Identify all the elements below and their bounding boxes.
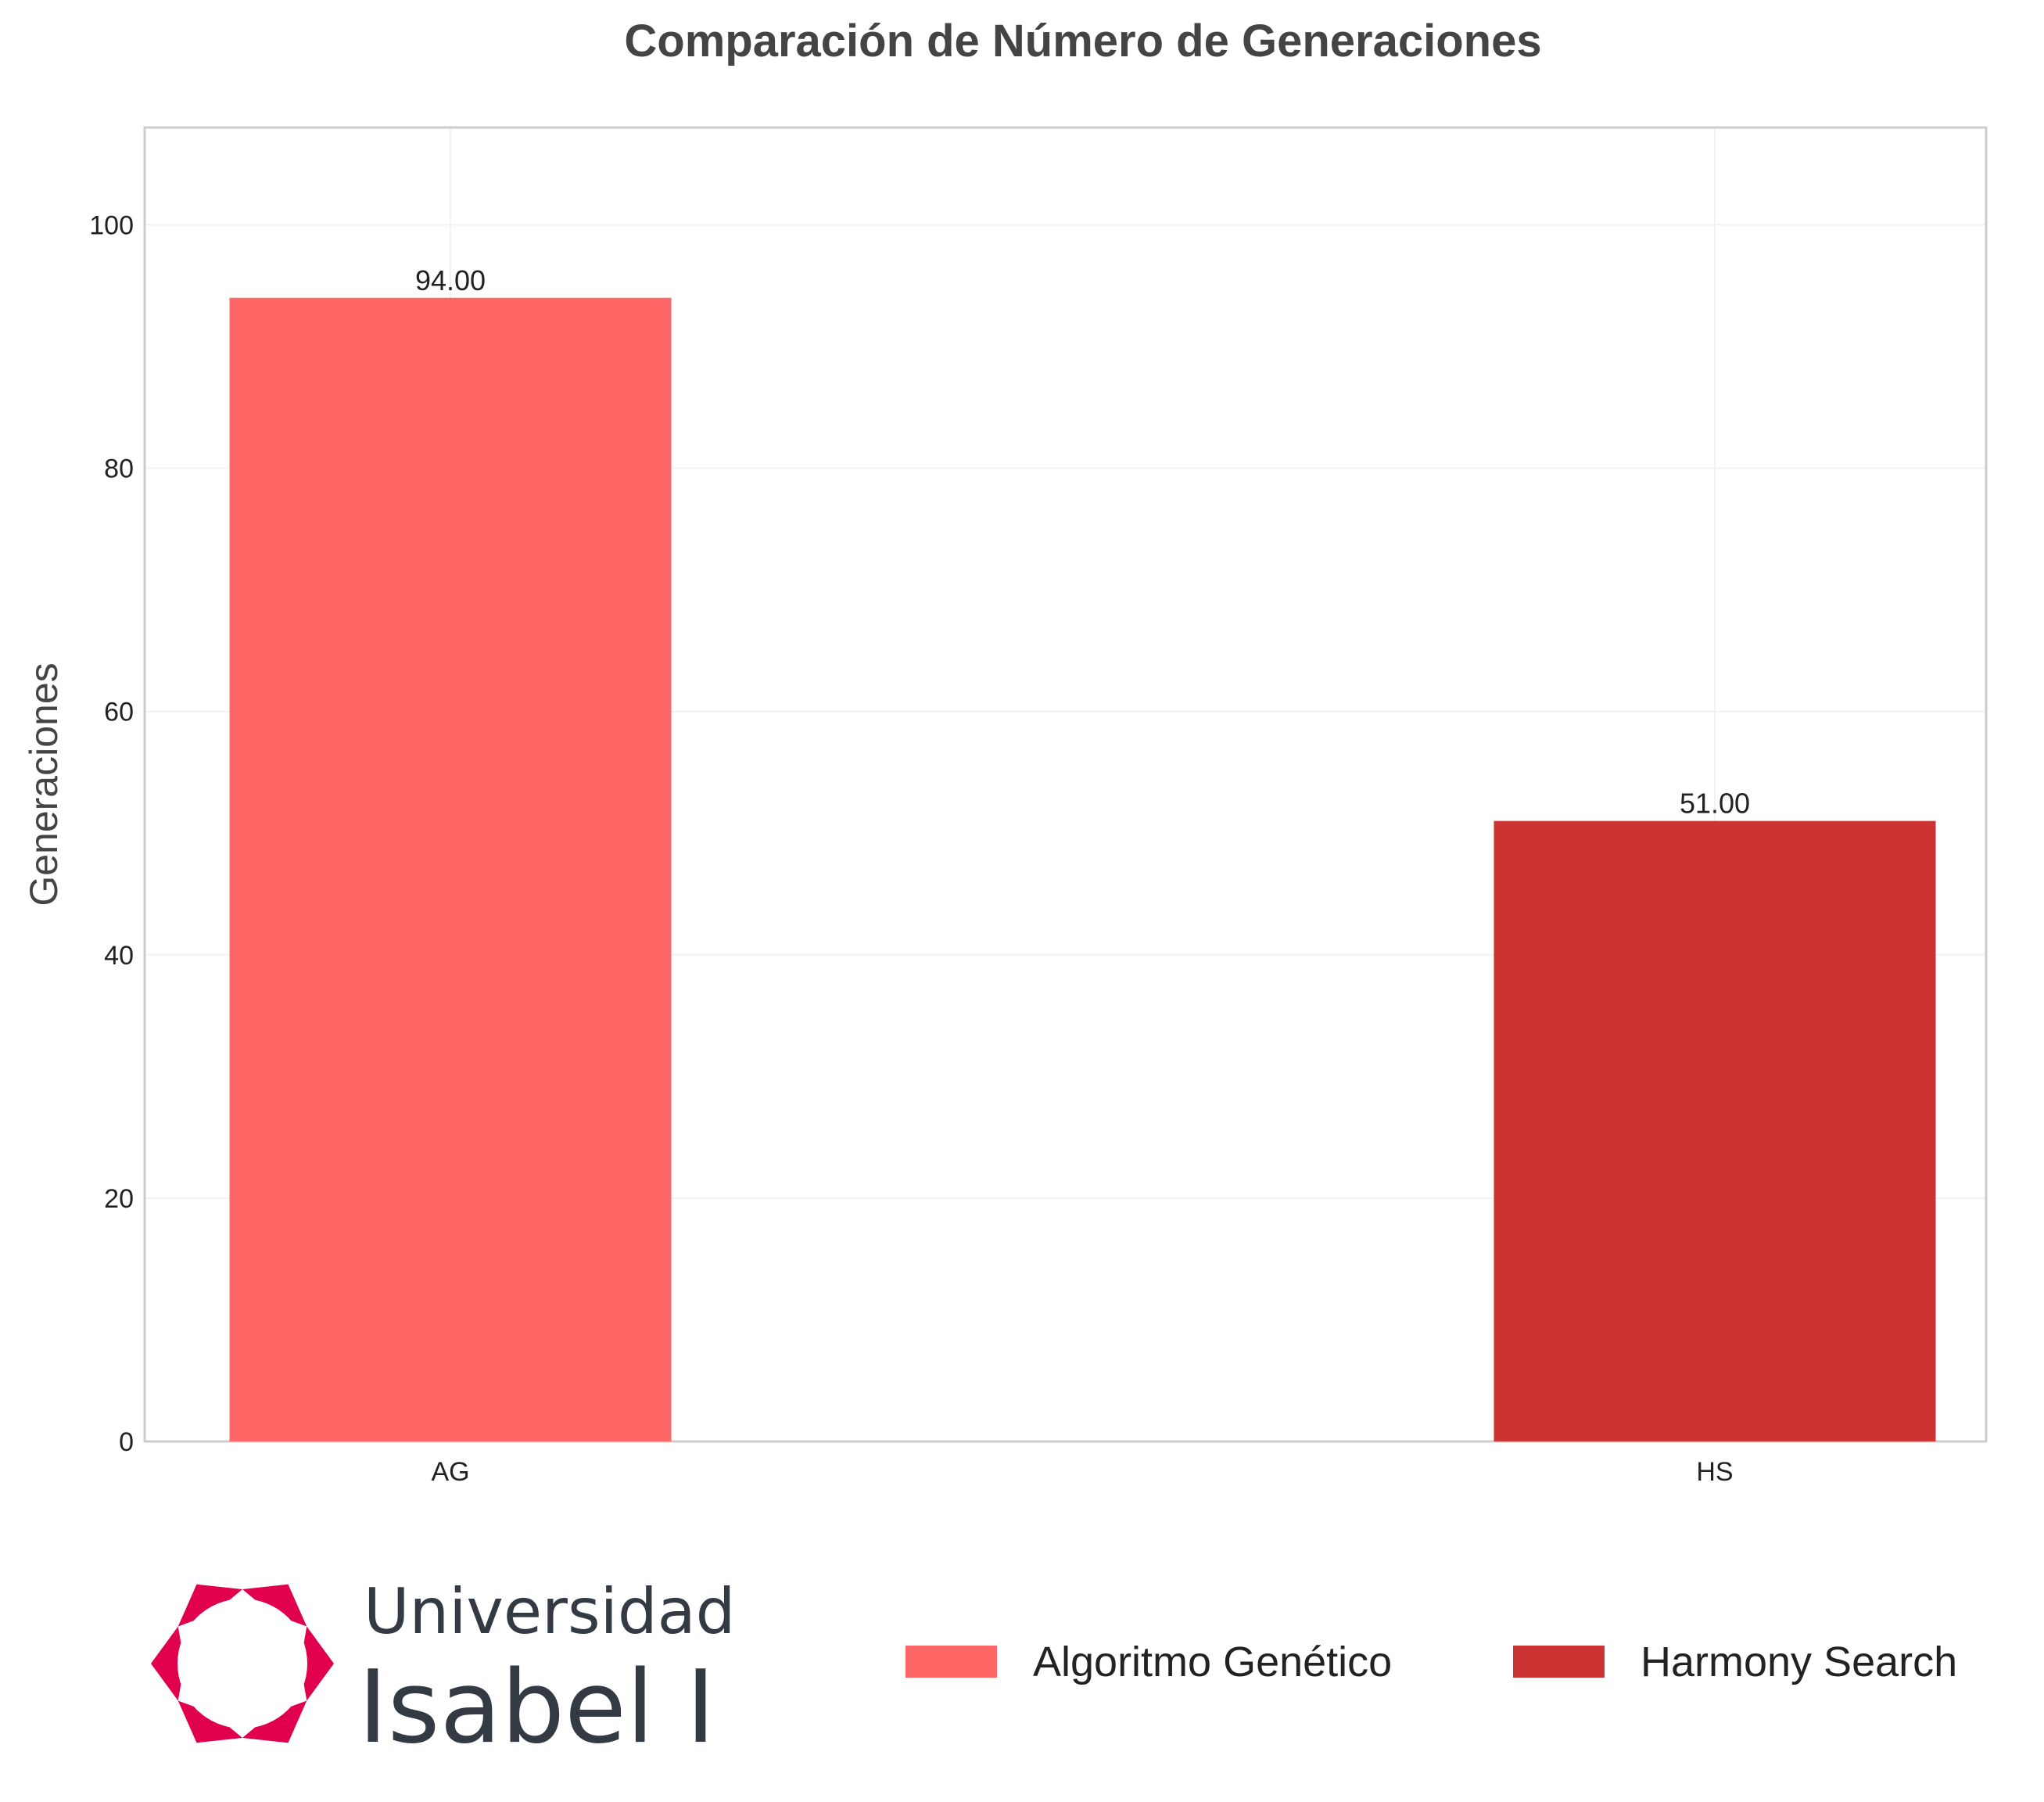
logo-star-segment [242, 1700, 307, 1743]
university-logo: Universidad Isabel I [151, 1575, 735, 1766]
logo-line1: Universidad [364, 1575, 735, 1648]
logo-star-segment [151, 1626, 185, 1701]
logo-star-center [178, 1599, 307, 1728]
logo-star-segment [178, 1700, 242, 1743]
bar-ag [229, 297, 672, 1441]
y-tick-label: 80 [104, 454, 134, 484]
x-tick-label-hs: HS [1696, 1457, 1733, 1487]
legend-swatch-1 [1513, 1646, 1605, 1678]
y-tick-label: 20 [104, 1184, 134, 1214]
data-label-ag: 94.00 [415, 264, 486, 296]
y-tick-label: 100 [89, 210, 134, 240]
y-tick-labels: 0 20 40 60 80 100 [89, 210, 134, 1457]
logo-star-segment [300, 1626, 334, 1701]
legend-swatch-0 [905, 1646, 997, 1678]
bars: 94.00 51.00 [229, 264, 1936, 1441]
logo-line2: Isabel I [358, 1649, 715, 1766]
x-tick-label-ag: AG [431, 1457, 469, 1487]
y-tick-label: 60 [104, 698, 134, 727]
y-tick-label: 0 [119, 1427, 134, 1457]
legend-label-1: Harmony Search [1641, 1639, 1957, 1685]
legend: Algoritmo Genético Harmony Search [905, 1639, 1957, 1685]
legend-label-0: Algoritmo Genético [1033, 1639, 1392, 1685]
logo-star-segment [178, 1584, 242, 1627]
y-axis-label: Generaciones [22, 662, 66, 906]
chart-title: Comparación de Número de Generaciones [624, 16, 1541, 66]
logo-star-segment [242, 1584, 307, 1627]
data-label-hs: 51.00 [1680, 788, 1750, 820]
logo-star-icon [151, 1584, 334, 1743]
plot-frame [143, 126, 1988, 1443]
bar-hs [1494, 820, 1936, 1441]
x-tick-labels: AG HS [431, 1457, 1733, 1487]
y-tick-label: 40 [104, 941, 134, 971]
